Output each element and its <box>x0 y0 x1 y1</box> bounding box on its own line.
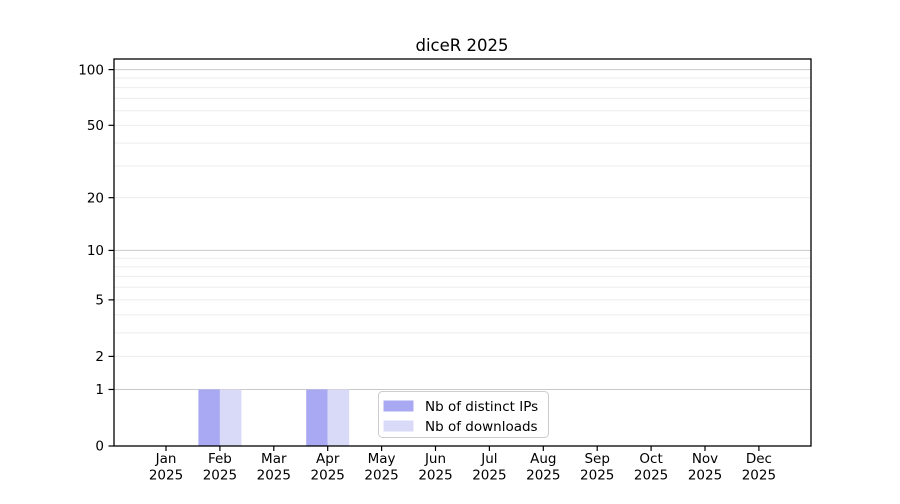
x-tick-label-year: 2025 <box>203 468 237 484</box>
y-tick-label: 20 <box>87 190 104 206</box>
legend-box <box>378 391 549 438</box>
x-tick-label-month: Mar <box>261 451 287 467</box>
x-tick-label-month: Dec <box>746 451 772 467</box>
x-tick-label-month: Sep <box>584 451 609 467</box>
bar-feb-distinct-ips <box>198 389 220 446</box>
legend-label-downloads: Nb of downloads <box>425 419 538 435</box>
x-tick-label-year: 2025 <box>257 468 291 484</box>
x-tick-label-year: 2025 <box>149 468 183 484</box>
bar-feb-downloads <box>219 389 242 446</box>
axes-frame <box>113 58 812 447</box>
y-tick-label: 0 <box>95 439 104 455</box>
x-tick-label-year: 2025 <box>526 468 560 484</box>
x-tick-label-month: Oct <box>639 451 662 467</box>
x-tick-label-month: Jan <box>155 451 177 467</box>
x-tick-label-year: 2025 <box>311 468 345 484</box>
x-tick-label-year: 2025 <box>364 468 398 484</box>
x-tick-label-year: 2025 <box>418 468 452 484</box>
y-tick-label: 1 <box>95 382 104 398</box>
y-tick-label: 100 <box>78 62 104 78</box>
x-tick-label-year: 2025 <box>472 468 506 484</box>
y-tick-label: 2 <box>95 349 104 365</box>
x-tick-label-month: Jun <box>424 451 446 467</box>
legend-swatch-distinct-ips <box>383 400 414 412</box>
plot-area: 0125102050100Jan2025Feb2025Mar2025Apr202… <box>78 58 812 484</box>
x-tick-label-month: May <box>368 451 396 467</box>
chart-title: diceR 2025 <box>416 36 509 55</box>
bar-apr-distinct-ips <box>306 389 328 446</box>
y-tick-label: 10 <box>87 243 104 259</box>
y-tick-label: 50 <box>87 118 104 134</box>
x-tick-label-year: 2025 <box>688 468 722 484</box>
x-tick-label-month: Nov <box>692 451 718 467</box>
bar-apr-downloads <box>327 389 350 446</box>
x-tick-label-year: 2025 <box>580 468 614 484</box>
x-tick-label-month: Aug <box>530 451 556 467</box>
legend: Nb of distinct IPs Nb of downloads <box>378 391 549 438</box>
x-tick-label-year: 2025 <box>634 468 668 484</box>
legend-label-distinct-ips: Nb of distinct IPs <box>425 399 538 415</box>
x-tick-label-year: 2025 <box>742 468 776 484</box>
legend-swatch-downloads <box>383 420 414 432</box>
x-tick-label-month: Apr <box>316 451 340 467</box>
y-tick-label: 5 <box>95 293 104 309</box>
x-tick-label-month: Feb <box>208 451 232 467</box>
x-tick-label-month: Jul <box>480 451 497 467</box>
